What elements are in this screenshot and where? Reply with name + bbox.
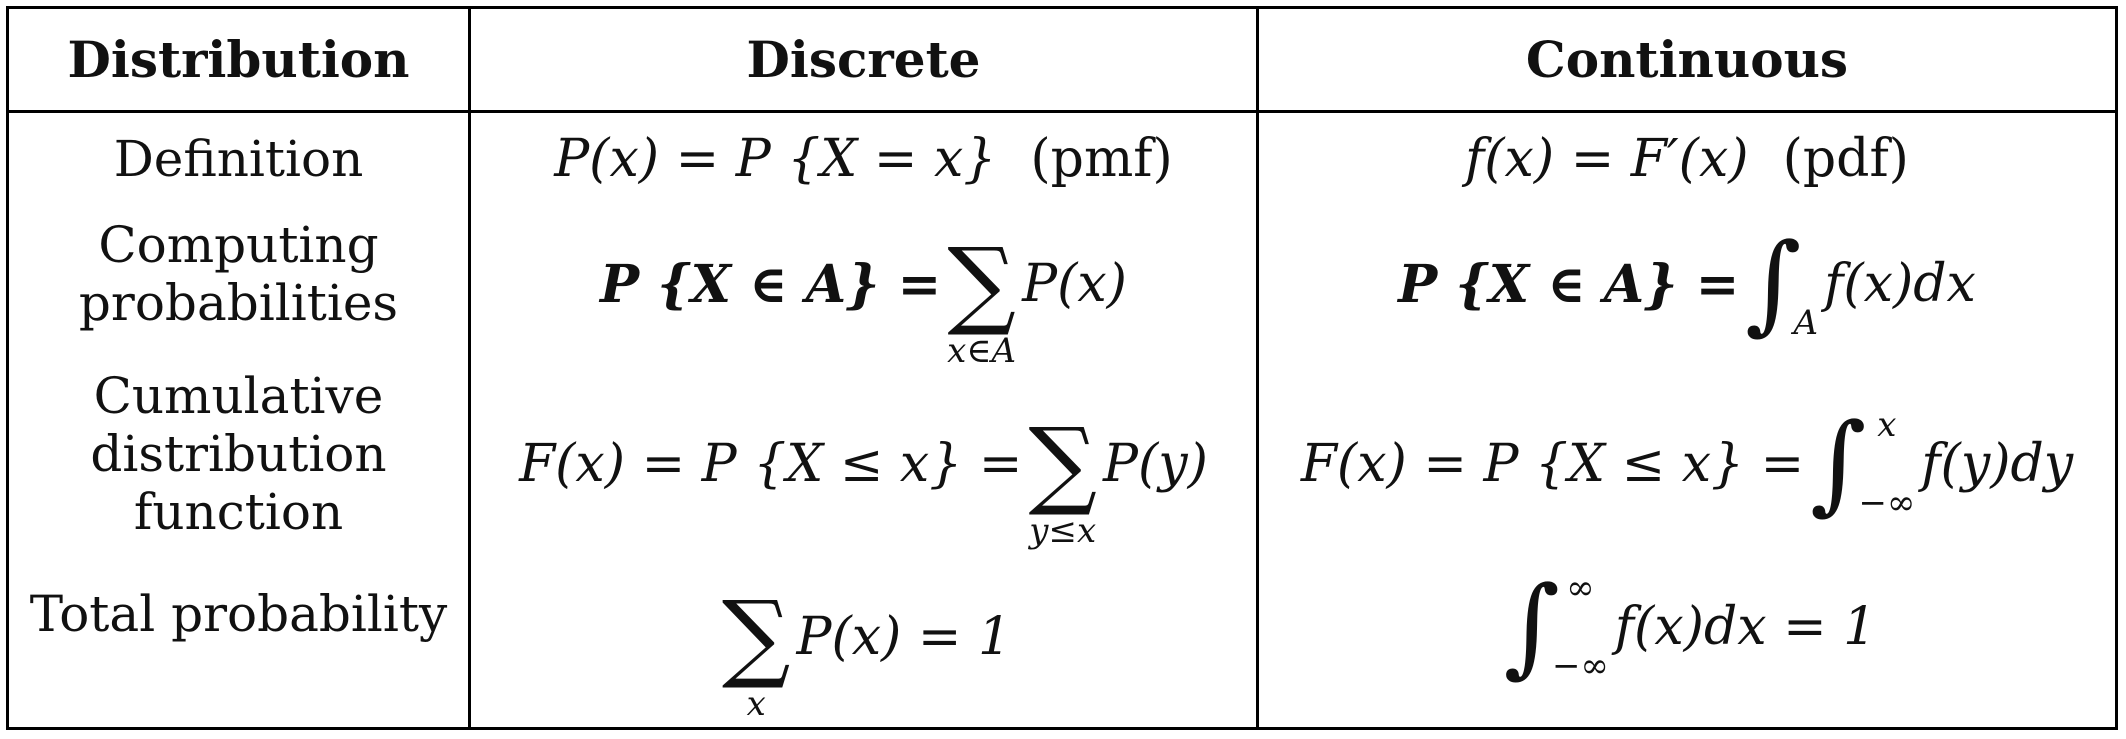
label-line: probabilities bbox=[78, 274, 399, 332]
lhs-expression: P {X ∈ A} = bbox=[1398, 253, 1740, 315]
pmf-expression: P(x) = P {X = x} bbox=[554, 129, 997, 189]
continuous-cdf-formula: F(x) = P {X ≤ x} = ∫ x −∞ f(y)dy bbox=[1301, 408, 2073, 520]
lhs-expression: F(x) = P {X ≤ x} = bbox=[1300, 434, 1805, 494]
rhs-expression: P(x) = 1 bbox=[796, 607, 1012, 667]
integral-operator: ∫ x −∞ bbox=[1810, 408, 1915, 520]
label-line: function bbox=[133, 483, 344, 541]
column-divider bbox=[468, 9, 471, 727]
total-continuous: ∫ ∞ −∞ f(x)dx = 1 bbox=[1259, 547, 2115, 707]
sum-subscript: x∈A bbox=[947, 331, 1017, 371]
definition-discrete: P(x) = P {X = x} (pmf) bbox=[471, 124, 1256, 194]
discrete-total-formula: ∑ x P(x) = 1 bbox=[716, 550, 1011, 724]
sum-operator: ∑ x bbox=[721, 580, 791, 724]
pmf-note: (pmf) bbox=[1030, 129, 1173, 189]
cdf-discrete: F(x) = P {X ≤ x} = ∑ y≤x P(y) bbox=[471, 377, 1256, 551]
header-continuous: Continuous bbox=[1525, 30, 1849, 89]
lhs-expression: F(x) = P {X ≤ x} = bbox=[519, 434, 1023, 494]
pdf-expression: f(x) = F′(x) bbox=[1465, 129, 1749, 189]
continuous-probability-formula: P {X ∈ A} = ∫ A f(x)dx bbox=[1398, 221, 1976, 346]
rhs-expression: P(x) bbox=[1022, 254, 1127, 314]
definition-continuous: f(x) = F′(x) (pdf) bbox=[1259, 124, 2115, 194]
label-line: Computing bbox=[98, 216, 379, 274]
rhs-expression: f(y)dy bbox=[1921, 434, 2074, 494]
integral-lower-limit: −∞ bbox=[1858, 483, 1916, 523]
computing-discrete: P {X ∈ A} = ∑ x∈A P(x) bbox=[471, 204, 1256, 371]
header-discrete: Discrete bbox=[746, 30, 981, 89]
sum-operator: ∑ x∈A bbox=[947, 227, 1017, 371]
integral-upper-limit: x bbox=[1877, 405, 1897, 445]
rhs-expression: f(x)dx bbox=[1824, 254, 1976, 314]
distribution-table: Distribution Discrete Continuous Definit… bbox=[6, 6, 2118, 730]
discrete-probability-formula: P {X ∈ A} = ∑ x∈A P(x) bbox=[600, 197, 1127, 371]
row-label-definition: Definition bbox=[113, 130, 364, 188]
integral-symbol: ∫ bbox=[1810, 401, 1867, 526]
pdf-formula: f(x) = F′(x) (pdf) bbox=[1465, 129, 1909, 189]
total-discrete: ∑ x P(x) = 1 bbox=[471, 557, 1256, 724]
header-divider bbox=[9, 110, 2115, 113]
sum-operator: ∑ y≤x bbox=[1028, 407, 1097, 551]
row-label-computing: Computing probabilities bbox=[9, 214, 468, 334]
sum-symbol: ∑ bbox=[721, 580, 791, 692]
lhs-expression: P {X ∈ A} = bbox=[600, 253, 942, 315]
column-divider bbox=[1256, 9, 1259, 727]
sum-symbol: ∑ bbox=[947, 227, 1016, 339]
cdf-continuous: F(x) = P {X ≤ x} = ∫ x −∞ f(y)dy bbox=[1259, 379, 2115, 549]
row-label-total: Total probability bbox=[29, 585, 448, 643]
label-line: distribution bbox=[90, 425, 387, 483]
sum-subscript: y≤x bbox=[1029, 511, 1097, 551]
rhs-expression: f(x)dx = 1 bbox=[1614, 597, 1877, 657]
discrete-cdf-formula: F(x) = P {X ≤ x} = ∑ y≤x P(y) bbox=[519, 377, 1208, 551]
rhs-expression: P(y) bbox=[1102, 434, 1208, 494]
integral-symbol: ∫ bbox=[1745, 221, 1802, 346]
header-distribution: Distribution bbox=[67, 30, 410, 89]
integral-symbol: ∫ bbox=[1503, 564, 1560, 689]
computing-continuous: P {X ∈ A} = ∫ A f(x)dx bbox=[1259, 204, 2115, 364]
sum-subscript: x bbox=[746, 684, 766, 724]
integral-operator: ∫ ∞ −∞ bbox=[1504, 571, 1609, 683]
integral-lower-limit: A bbox=[1793, 303, 1819, 343]
pmf-formula: P(x) = P {X = x} (pmf) bbox=[554, 129, 1173, 189]
integral-operator: ∫ A bbox=[1745, 221, 1819, 346]
integral-lower-limit: −∞ bbox=[1551, 646, 1609, 686]
continuous-total-formula: ∫ ∞ −∞ f(x)dx = 1 bbox=[1498, 571, 1877, 683]
integral-upper-limit: ∞ bbox=[1566, 568, 1595, 608]
sum-symbol: ∑ bbox=[1028, 407, 1097, 519]
label-line: Cumulative bbox=[93, 367, 384, 425]
row-label-cdf: Cumulative distribution function bbox=[9, 364, 468, 544]
pdf-note: (pdf) bbox=[1782, 129, 1909, 189]
